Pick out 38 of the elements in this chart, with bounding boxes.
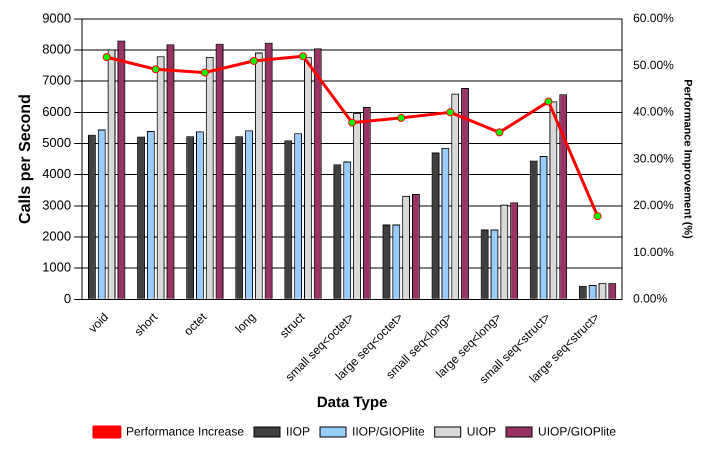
x-tick-label: long [232, 310, 258, 336]
y-tick-label: 5000 [42, 135, 72, 150]
legend-label: IIOP/GIOPlite [352, 424, 426, 438]
point [495, 128, 504, 136]
legend-label: UIOP/GIOPlite [538, 424, 616, 438]
y-tick-label: 2000 [42, 228, 72, 244]
y2-tick-label: 30.00% [633, 151, 674, 166]
y-tick-label: 8000 [42, 42, 72, 57]
point [397, 114, 406, 122]
point [152, 65, 160, 74]
legend-label: IIOP [286, 424, 310, 438]
point [348, 118, 356, 127]
y2-axis-title: Performance Improvement (%) [681, 79, 694, 240]
y-axis-title: Calls per Second [17, 94, 34, 224]
point [250, 56, 258, 65]
point [299, 52, 308, 60]
x-axis-title: Data Type [316, 394, 388, 412]
y2-tick-label: 0.00% [633, 292, 668, 306]
y-tick-label: 4000 [42, 166, 72, 182]
y2-tick-label: 60.00% [633, 11, 674, 26]
y-tick-label: 6000 [42, 104, 72, 119]
legend-label: Performance Increase [126, 424, 244, 438]
y2-tick-label: 40.00% [633, 104, 674, 119]
y-tick-label: 7000 [42, 72, 72, 88]
y-tick-label: 1000 [42, 260, 72, 275]
x-tick-label: void [86, 310, 112, 336]
y2-tick-label: 20.00% [633, 198, 674, 212]
y2-tick-label: 10.00% [633, 244, 674, 259]
point [102, 53, 111, 62]
point [544, 98, 552, 106]
legend-label: UIOP [466, 424, 496, 438]
y2-tick-label: 50.00% [633, 58, 674, 72]
point [200, 68, 209, 77]
point [446, 108, 454, 116]
y-tick-label: 3000 [42, 197, 72, 212]
point [594, 212, 602, 220]
y-tick-label: 9000 [42, 10, 72, 26]
y-tick-label: 0 [64, 290, 72, 306]
